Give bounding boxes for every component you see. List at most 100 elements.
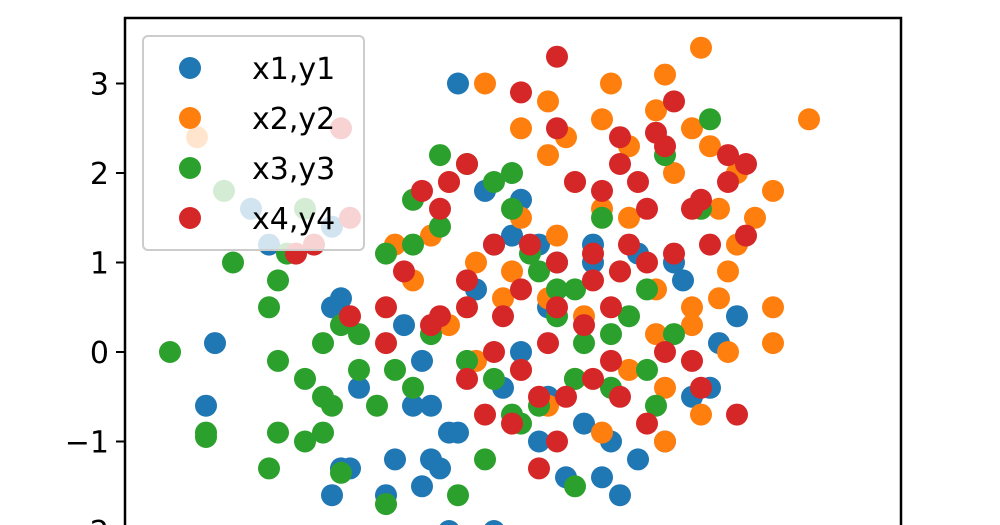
point-series-2-13 — [645, 99, 667, 122]
point-series-4-57 — [681, 349, 703, 372]
point-series-3-32 — [663, 323, 685, 346]
point-series-1-51 — [439, 520, 459, 525]
point-series-3-49 — [258, 457, 280, 480]
point-series-3-58 — [699, 108, 721, 131]
legend-marker-4 — [179, 207, 201, 229]
point-series-3-5 — [258, 296, 280, 319]
point-series-2-38 — [618, 358, 640, 381]
point-series-3-22 — [501, 162, 523, 184]
point-series-3-35 — [564, 367, 586, 390]
point-series-1-36 — [528, 430, 550, 453]
point-series-4-23 — [609, 260, 631, 283]
point-series-3-56 — [645, 394, 667, 417]
legend-marker-2 — [179, 107, 201, 129]
point-series-4-25 — [546, 251, 568, 274]
point-series-3-17 — [429, 144, 451, 167]
point-series-4-60 — [474, 403, 496, 426]
point-series-3-8 — [294, 367, 316, 390]
point-series-2-34 — [762, 332, 784, 355]
point-series-2-53 — [492, 287, 514, 310]
point-series-3-24 — [528, 260, 550, 283]
point-series-4-63 — [528, 457, 550, 480]
point-series-2-9 — [510, 117, 532, 140]
point-series-2-8 — [762, 179, 784, 202]
point-series-3-12 — [348, 358, 370, 381]
point-series-1-11 — [393, 314, 415, 337]
point-series-3-52 — [447, 484, 469, 507]
point-series-1-6 — [321, 296, 343, 319]
point-series-2-37 — [645, 323, 667, 346]
point-series-2-39 — [654, 376, 676, 399]
point-series-4-18 — [717, 171, 739, 193]
point-series-2-2 — [474, 72, 496, 95]
point-series-3-60 — [591, 206, 613, 229]
point-series-4-43 — [573, 314, 595, 337]
point-series-3-15 — [402, 233, 424, 256]
point-series-3-25 — [546, 278, 568, 301]
point-series-4-21 — [663, 242, 685, 265]
legend-marker-1 — [179, 57, 201, 79]
point-series-4-39 — [510, 278, 532, 301]
point-series-4-48 — [429, 305, 451, 328]
point-series-4-54 — [609, 385, 631, 408]
point-series-1-20 — [447, 421, 469, 444]
point-series-4-38 — [492, 305, 514, 328]
point-series-2-11 — [591, 108, 613, 131]
point-series-3-3 — [222, 251, 244, 274]
point-series-3-18 — [429, 215, 451, 238]
point-series-4-11 — [591, 179, 613, 202]
point-series-4-44 — [537, 332, 559, 355]
legend-frame — [142, 35, 365, 251]
point-series-3-4 — [267, 269, 289, 292]
point-series-1-44 — [726, 305, 748, 328]
point-series-3-45 — [312, 421, 334, 444]
point-series-1-19 — [411, 475, 433, 498]
point-series-2-41 — [591, 421, 613, 444]
point-series-4-28 — [456, 269, 478, 292]
point-series-3-43 — [366, 394, 388, 417]
point-series-1-7 — [204, 332, 226, 355]
point-series-1-33 — [510, 341, 532, 363]
point-series-4-10 — [627, 171, 649, 193]
point-series-2-36 — [681, 314, 703, 337]
point-series-4-55 — [636, 412, 658, 435]
point-series-3-38 — [483, 367, 505, 390]
point-series-1-22 — [321, 484, 343, 507]
point-series-2-35 — [717, 341, 739, 363]
point-series-4-61 — [501, 412, 523, 435]
point-series-1-35 — [573, 412, 595, 435]
point-series-4-29 — [438, 171, 460, 193]
point-series-4-67 — [411, 179, 433, 202]
point-series-3-55 — [564, 475, 586, 498]
point-series-2-51 — [654, 430, 676, 453]
y-tick-label: 3 — [90, 68, 109, 103]
point-series-2-6 — [690, 36, 712, 59]
point-series-4-53 — [582, 367, 604, 390]
point-series-4-66 — [393, 260, 415, 283]
point-series-3-9 — [312, 332, 334, 355]
legend-label-4: x4,y4 — [252, 202, 335, 237]
point-series-4-9 — [609, 153, 631, 175]
point-series-4-41 — [582, 269, 604, 292]
point-series-1-1 — [447, 72, 469, 95]
legend: x1,y1 x2,y2 x3,y3 x4,y4 — [142, 35, 365, 251]
point-series-4-5 — [546, 117, 568, 140]
point-series-4-65 — [618, 233, 640, 256]
point-series-4-51 — [528, 385, 550, 408]
points-layer — [159, 36, 820, 525]
point-series-1-10 — [411, 349, 433, 372]
point-series-4-15 — [690, 188, 712, 211]
legend-label-2: x2,y2 — [252, 102, 335, 137]
point-series-3-7 — [267, 349, 289, 372]
point-series-4-2 — [510, 81, 532, 104]
point-series-2-49 — [618, 206, 640, 229]
point-series-4-12 — [564, 171, 586, 193]
axes — [123, 16, 903, 525]
point-series-4-45 — [510, 358, 532, 381]
point-series-2-32 — [708, 287, 730, 310]
point-series-4-59 — [726, 403, 748, 426]
point-series-2-18 — [663, 162, 685, 184]
point-series-2-14 — [681, 117, 703, 140]
point-series-3-53 — [474, 448, 496, 471]
legend-marker-3 — [179, 157, 201, 179]
